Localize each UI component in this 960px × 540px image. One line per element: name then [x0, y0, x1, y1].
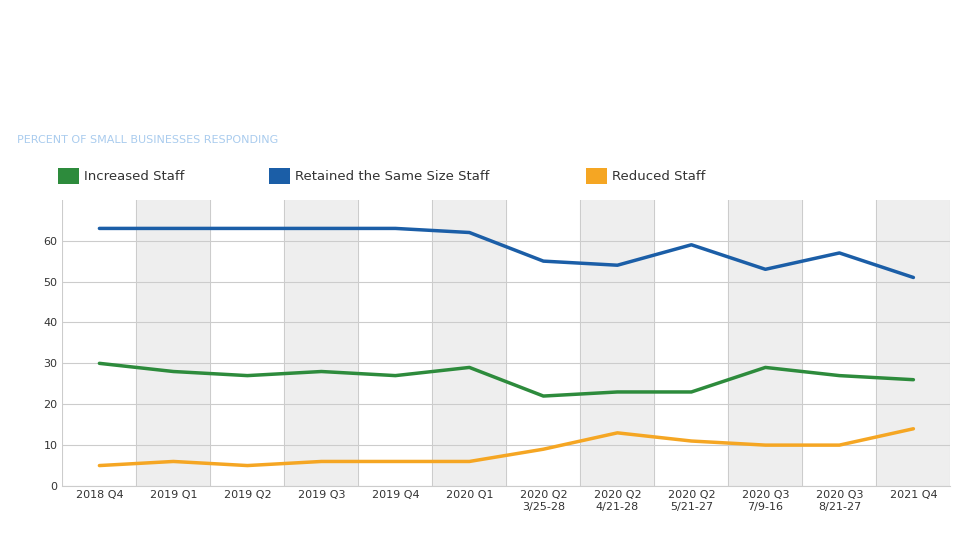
- FancyBboxPatch shape: [58, 168, 79, 184]
- Bar: [507, 200, 581, 486]
- Bar: [210, 200, 284, 486]
- Bar: [655, 200, 729, 486]
- Text: METLIFE & U.S. CHAMBER OF COMMERCE SMALL BUSINESS INDEX: METLIFE & U.S. CHAMBER OF COMMERCE SMALL…: [17, 509, 533, 523]
- Text: RETAINING THE SAME SIZE STAFF, OR REDUCING STAFF?: RETAINING THE SAME SIZE STAFF, OR REDUCI…: [17, 77, 763, 101]
- Text: PERCENT OF SMALL BUSINESSES RESPONDING: PERCENT OF SMALL BUSINESSES RESPONDING: [17, 136, 278, 145]
- Text: IN THE NEXT YEAR, DO YOU ANTICIPATE INCREASING STAFF,: IN THE NEXT YEAR, DO YOU ANTICIPATE INCR…: [17, 28, 811, 52]
- FancyBboxPatch shape: [269, 168, 290, 184]
- Text: Retained the Same Size Staff: Retained the Same Size Staff: [295, 170, 489, 183]
- FancyBboxPatch shape: [586, 168, 607, 184]
- Text: Reduced Staff: Reduced Staff: [612, 170, 705, 183]
- Bar: [358, 200, 432, 486]
- Bar: [62, 200, 136, 486]
- Bar: [803, 200, 876, 486]
- Text: Increased Staff: Increased Staff: [84, 170, 184, 183]
